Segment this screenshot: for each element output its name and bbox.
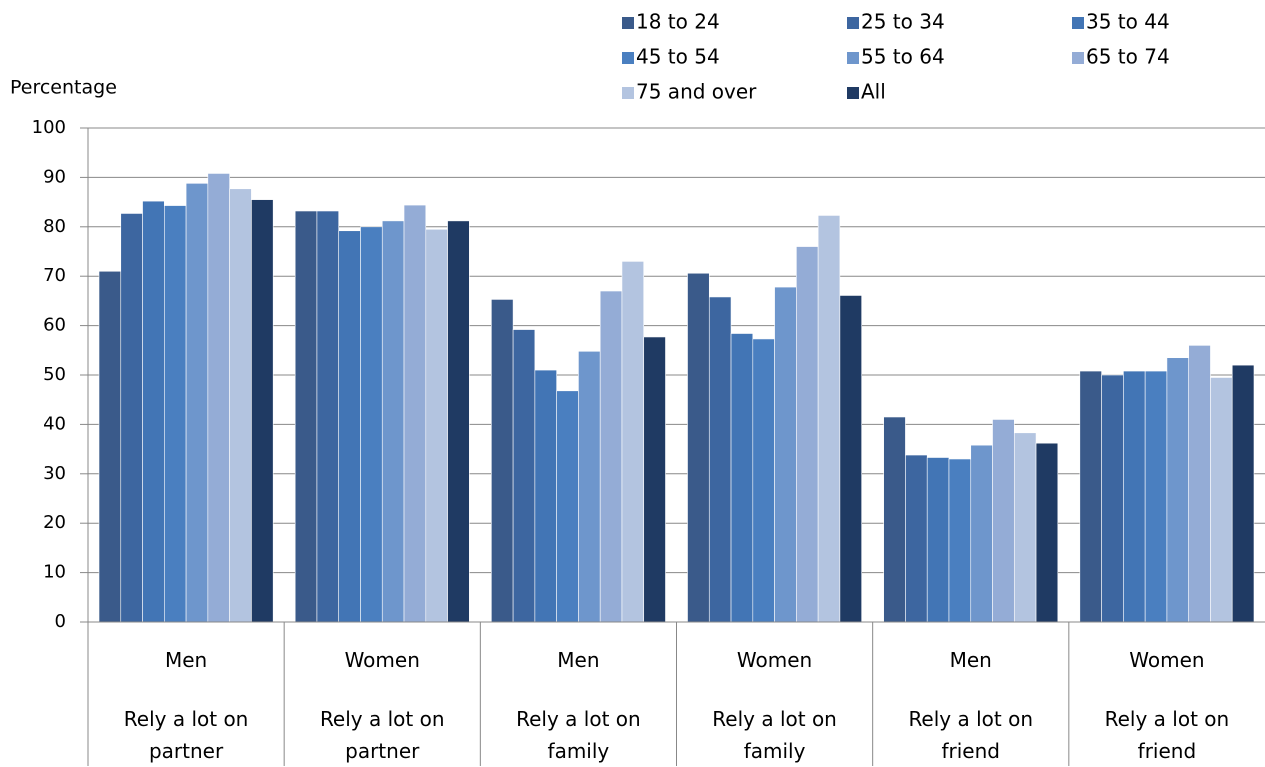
legend-swatch: [622, 87, 634, 99]
bar: [970, 444, 993, 623]
bar: [164, 205, 187, 623]
legend-label: 55 to 64: [861, 45, 945, 69]
y-tick-label: 100: [32, 117, 66, 138]
group-label: Rely a lot on friend: [908, 707, 1034, 763]
bar: [120, 213, 143, 623]
y-tick-label: 60: [43, 315, 66, 336]
bar: [817, 215, 841, 623]
legend-label: 25 to 34: [861, 10, 945, 34]
legend-swatch: [847, 52, 859, 64]
bar: [360, 226, 383, 623]
legend-swatch: [1072, 17, 1084, 29]
x-tick-label: Men: [164, 648, 208, 672]
y-tick-label: 20: [43, 512, 66, 533]
bar: [708, 296, 732, 623]
legend-label: All: [861, 80, 886, 104]
bar: [948, 458, 972, 623]
bar: [185, 183, 209, 623]
bar: [316, 210, 340, 623]
bar: [491, 299, 514, 623]
bar: [381, 220, 405, 623]
group-label: Rely a lot on family: [516, 707, 641, 763]
bar: [142, 200, 165, 623]
bar: [512, 329, 536, 623]
bar: [534, 369, 557, 623]
bar: [752, 338, 775, 623]
legend-label: 18 to 24: [636, 10, 720, 34]
y-tick-label: 30: [43, 463, 66, 484]
legend-label: 65 to 74: [1086, 45, 1170, 69]
bar: [643, 336, 666, 623]
bar: [251, 199, 274, 623]
bar: [556, 390, 579, 623]
legend-swatch: [1072, 52, 1084, 64]
bar: [687, 272, 710, 623]
bar: [774, 286, 797, 623]
legend-swatch: [847, 87, 859, 99]
legend-label: 45 to 54: [636, 45, 720, 69]
bar: [98, 270, 122, 623]
y-tick-label: 80: [43, 216, 66, 237]
legend-swatch: [847, 17, 859, 29]
bar: [905, 454, 928, 623]
y-tick-label: 10: [43, 562, 66, 583]
bar: [229, 188, 252, 623]
bar: [1013, 432, 1037, 623]
x-tick-label: Women: [736, 648, 813, 672]
legend-label: 75 and over: [636, 80, 757, 104]
bar: [992, 419, 1015, 623]
group-label: Rely a lot on friend: [1104, 707, 1230, 763]
group-label: Rely a lot on partner: [319, 707, 445, 763]
bar: [294, 210, 318, 623]
y-tick-label: 40: [43, 413, 66, 434]
legend-swatch: [622, 52, 634, 64]
x-tick-label: Women: [344, 648, 420, 672]
bar: [1166, 357, 1189, 623]
bar: [1231, 364, 1255, 623]
x-tick-label: Women: [1129, 648, 1205, 672]
group-label: Rely a lot on partner: [123, 707, 249, 763]
bar: [1144, 370, 1168, 623]
bar: [926, 457, 950, 623]
y-axis-label: Percentage: [10, 77, 117, 99]
bar: [1188, 345, 1211, 623]
y-tick-label: 0: [55, 611, 66, 632]
bar: [1101, 374, 1124, 623]
bar: [403, 204, 427, 623]
bar: [1035, 442, 1059, 623]
bar: [1210, 377, 1233, 623]
bar: [447, 220, 470, 623]
bar: [796, 246, 819, 623]
bar: [839, 295, 862, 623]
x-tick-label: Men: [557, 648, 600, 672]
bar: [730, 333, 754, 623]
y-tick-label: 90: [43, 166, 66, 187]
bar: [1123, 370, 1146, 623]
y-tick-label: 70: [43, 265, 66, 286]
bar: [621, 261, 645, 623]
group-label: Rely a lot on family: [712, 707, 837, 763]
bar: [599, 290, 623, 623]
bar: [578, 350, 601, 623]
y-tick-label: 50: [43, 364, 66, 385]
x-tick-label: Men: [949, 648, 992, 672]
bar: [883, 416, 906, 623]
legend-swatch: [622, 17, 634, 29]
bar: [338, 230, 361, 623]
bar: [425, 228, 448, 623]
legend-label: 35 to 44: [1086, 10, 1170, 34]
bar: [207, 173, 230, 623]
bar: [1079, 370, 1102, 623]
